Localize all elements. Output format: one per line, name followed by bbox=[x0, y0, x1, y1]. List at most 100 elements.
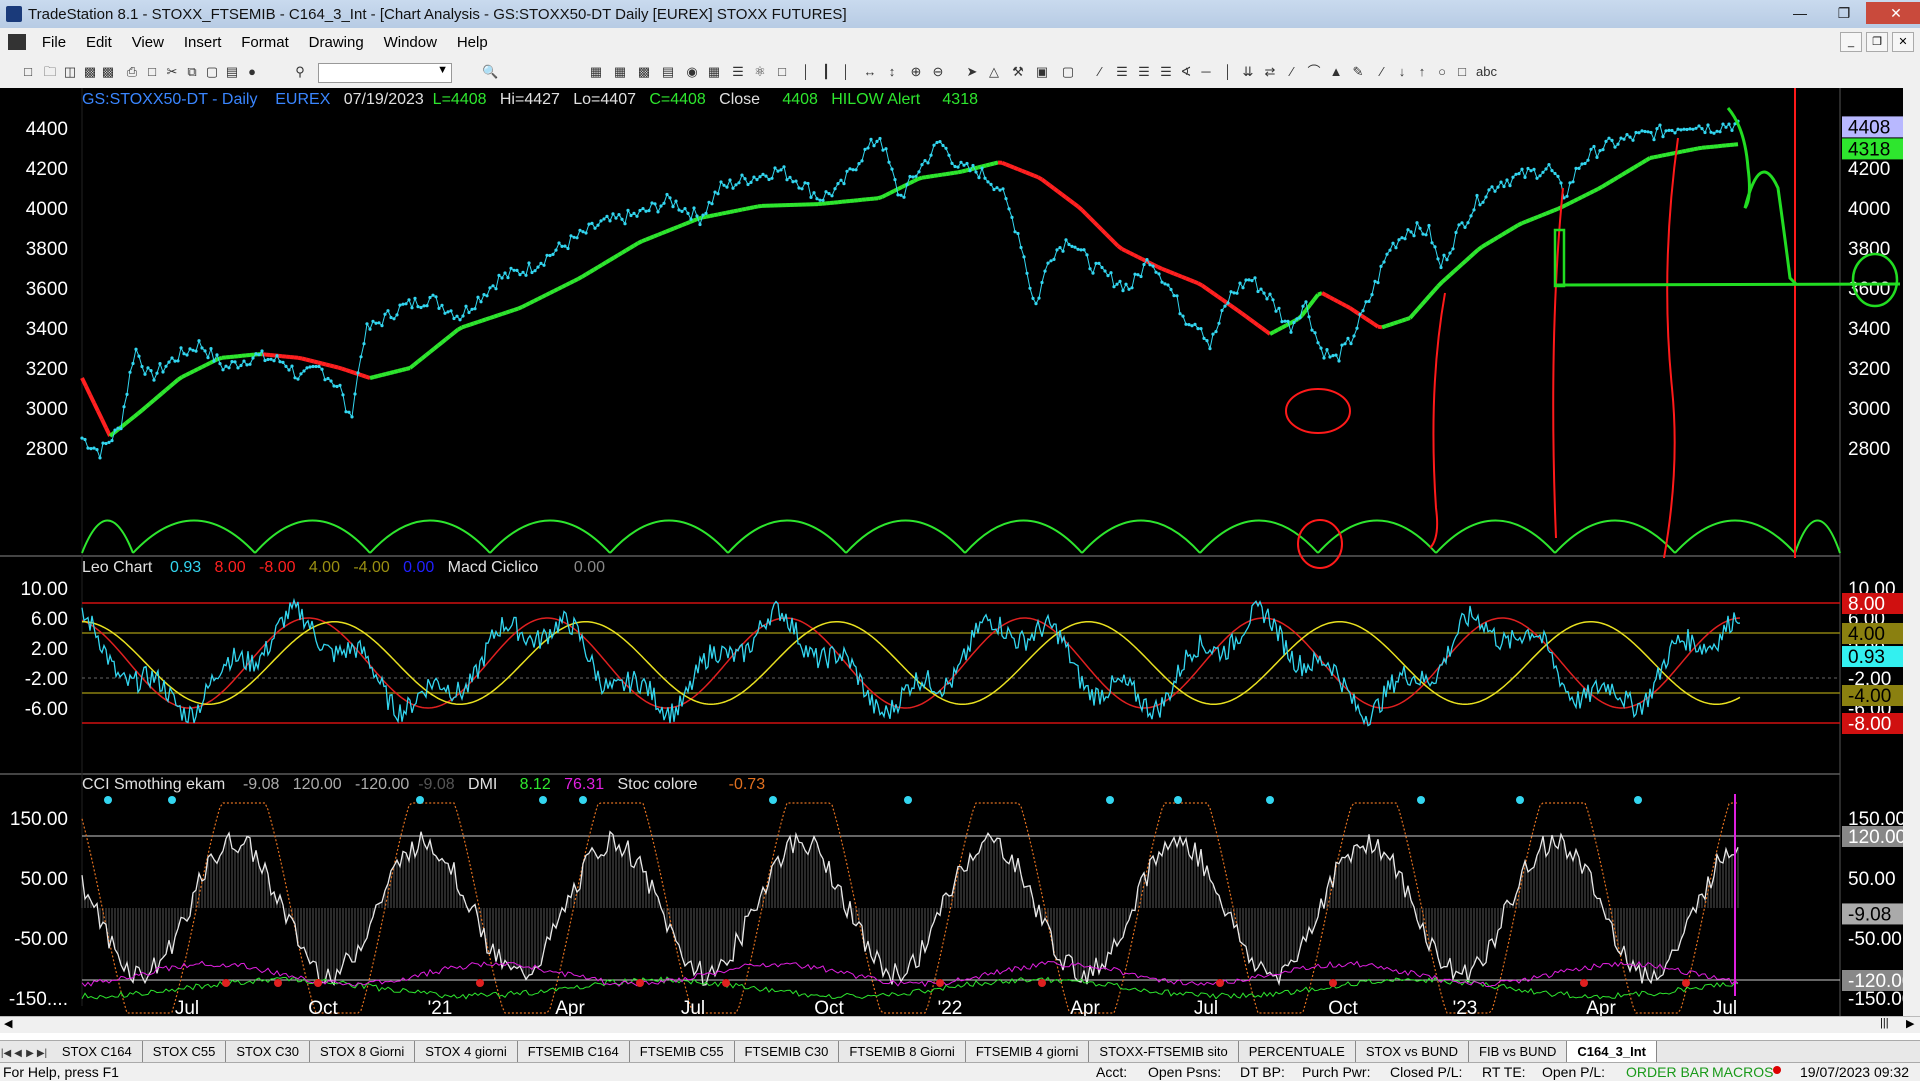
tab-first-icon[interactable]: |◀ bbox=[0, 1048, 12, 1059]
tab-ftsemib-c30[interactable]: FTSEMIB C30 bbox=[735, 1041, 840, 1062]
chart-analysis-icon[interactable]: ▤ bbox=[660, 64, 676, 80]
vertical-scrollbar[interactable] bbox=[1903, 88, 1920, 1016]
tab-ftsemib-4-giorni[interactable]: FTSEMIB 4 giorni bbox=[966, 1041, 1090, 1062]
tab-stox-4-giorni[interactable]: STOX 4 giorni bbox=[415, 1041, 517, 1062]
fan-icon[interactable]: ▲ bbox=[1328, 64, 1344, 80]
order-bar-button[interactable]: ORDER BAR bbox=[1626, 1064, 1709, 1080]
menu-file[interactable]: File bbox=[34, 28, 74, 51]
channel-icon[interactable]: ∕ bbox=[1284, 64, 1300, 80]
compress-icon[interactable]: ↕ bbox=[884, 64, 900, 80]
dmi-v1: 8.12 bbox=[520, 776, 551, 793]
bars-icon[interactable]: │ bbox=[798, 64, 814, 80]
scroll-right-icon[interactable]: ▶ bbox=[1906, 1017, 1914, 1030]
moving-average-segment bbox=[302, 359, 306, 360]
tab-fib-vs-bund[interactable]: FIB vs BUND bbox=[1469, 1041, 1567, 1062]
radar-icon[interactable]: ◉ bbox=[684, 64, 700, 80]
tab-stox-c164[interactable]: STOX C164 bbox=[52, 1041, 143, 1062]
orders-icon[interactable]: ☰ bbox=[730, 64, 746, 80]
new-doc-icon[interactable]: □ bbox=[20, 64, 36, 80]
menu-insert[interactable]: Insert bbox=[176, 28, 230, 51]
print-icon[interactable]: ⎙ bbox=[124, 64, 140, 80]
menu-view[interactable]: View bbox=[124, 28, 172, 51]
print-preview-icon[interactable]: □ bbox=[144, 64, 160, 80]
vertical-line-icon[interactable]: │ bbox=[1220, 64, 1236, 80]
menu-drawing[interactable]: Drawing bbox=[301, 28, 372, 51]
copy-icon[interactable]: ⧉ bbox=[184, 64, 200, 80]
tab-last-icon[interactable]: ▶| bbox=[36, 1048, 48, 1059]
matrix-icon[interactable]: ▦ bbox=[706, 64, 722, 80]
minimize-button[interactable]: — bbox=[1778, 2, 1822, 24]
cascade-icon[interactable]: ▩ bbox=[636, 64, 652, 80]
restore-button[interactable]: ❐ bbox=[1822, 2, 1866, 24]
tab-next-icon[interactable]: ▶ bbox=[24, 1048, 36, 1059]
pointer-icon[interactable]: ➤ bbox=[964, 64, 980, 80]
speed-lines-icon[interactable]: ∢ bbox=[1178, 64, 1194, 80]
line-icon[interactable]: ∕ bbox=[1374, 64, 1390, 80]
ellipse-icon[interactable]: ○ bbox=[1434, 64, 1450, 80]
save-all-icon[interactable]: ▩ bbox=[100, 64, 116, 80]
gann-icon[interactable]: ☰ bbox=[1136, 64, 1152, 80]
tab-c164-3-int[interactable]: C164_3_Int bbox=[1567, 1041, 1657, 1062]
symbol-combo[interactable]: ▼ bbox=[318, 63, 452, 83]
strategy-icon[interactable]: ▢ bbox=[1060, 64, 1076, 80]
ruler-icon[interactable]: ☰ bbox=[1158, 64, 1174, 80]
tab-stox-8-giorni[interactable]: STOX 8 Giorni bbox=[310, 1041, 415, 1062]
zoom-icon[interactable]: 🔍 bbox=[482, 64, 498, 80]
open-workspace-icon[interactable]: ◫ bbox=[62, 64, 78, 80]
chart-doc-icon[interactable] bbox=[8, 34, 26, 50]
window-layout-icon[interactable]: ▦ bbox=[588, 64, 604, 80]
mdi-minimize-button[interactable]: _ bbox=[1840, 32, 1862, 52]
tab-stoxx-ftsemib-sito[interactable]: STOXX-FTSEMIB sito bbox=[1089, 1041, 1238, 1062]
cut-icon[interactable]: ✂ bbox=[164, 64, 180, 80]
tab-stox-c30[interactable]: STOX C30 bbox=[226, 1041, 310, 1062]
arc-icon[interactable]: ⌒ bbox=[1306, 64, 1322, 80]
options-icon[interactable]: □ bbox=[774, 64, 790, 80]
trendline-icon[interactable]: ∕ bbox=[1092, 64, 1108, 80]
menu-edit[interactable]: Edit bbox=[78, 28, 120, 51]
close-window-button[interactable]: ✕ bbox=[1866, 2, 1920, 24]
tab-ftsemib-c164[interactable]: FTSEMIB C164 bbox=[518, 1041, 630, 1062]
menu-help[interactable]: Help bbox=[449, 28, 496, 51]
tile-icon[interactable]: ▦ bbox=[612, 64, 628, 80]
pencil-icon[interactable]: ✎ bbox=[1350, 64, 1366, 80]
spread-icon[interactable]: ↔ bbox=[862, 64, 878, 80]
scroll-thumb-icon[interactable]: ||| bbox=[1880, 1017, 1889, 1029]
save-icon[interactable]: ▩ bbox=[82, 64, 98, 80]
menu-format[interactable]: Format bbox=[233, 28, 297, 51]
zoom-out-icon[interactable]: ⊖ bbox=[930, 64, 946, 80]
find-symbol-icon[interactable]: ⚲ bbox=[292, 64, 308, 80]
move-icon[interactable]: ⇄ bbox=[1262, 64, 1278, 80]
mdi-close-button[interactable]: ✕ bbox=[1892, 32, 1914, 52]
horizontal-scrollbar[interactable]: ◀ ||| ▶ bbox=[0, 1016, 1920, 1033]
arrow-up-icon[interactable]: ↑ bbox=[1414, 64, 1430, 80]
tab-prev-icon[interactable]: ◀ bbox=[12, 1048, 24, 1059]
indicator-icon[interactable]: ▣ bbox=[1034, 64, 1050, 80]
tab-ftsemib-8-giorni[interactable]: FTSEMIB 8 Giorni bbox=[839, 1041, 965, 1062]
chart-icon[interactable]: ▤ bbox=[224, 64, 240, 80]
color-icon[interactable]: ● bbox=[244, 64, 260, 80]
horizontal-line-icon[interactable]: ─ bbox=[1198, 64, 1214, 80]
macros-button[interactable]: MACROS bbox=[1712, 1064, 1773, 1080]
tools-icon[interactable]: ⚒ bbox=[1010, 64, 1026, 80]
scroll-left-icon[interactable]: ◀ bbox=[4, 1017, 12, 1030]
tab-stox-c55[interactable]: STOX C55 bbox=[143, 1041, 227, 1062]
tab-stox-vs-bund[interactable]: STOX vs BUND bbox=[1356, 1041, 1469, 1062]
arrow-down-icon[interactable]: ↓ bbox=[1394, 64, 1410, 80]
moving-average-segment bbox=[490, 317, 494, 318]
tab-percentuale[interactable]: PERCENTUALE bbox=[1239, 1041, 1356, 1062]
scanner-icon[interactable]: ⚛ bbox=[752, 64, 768, 80]
andrews-pitchfork-icon[interactable]: ⇊ bbox=[1240, 64, 1256, 80]
tab-ftsemib-c55[interactable]: FTSEMIB C55 bbox=[630, 1041, 735, 1062]
rectangle-icon[interactable]: □ bbox=[1454, 64, 1470, 80]
ohlc-icon[interactable]: │ bbox=[838, 64, 854, 80]
select-icon[interactable]: △ bbox=[986, 64, 1002, 80]
zoom-in-icon[interactable]: ⊕ bbox=[908, 64, 924, 80]
fib-retracement-icon[interactable]: ☰ bbox=[1114, 64, 1130, 80]
candles-icon[interactable]: ┃ bbox=[818, 64, 834, 80]
mdi-restore-button[interactable]: ❐ bbox=[1866, 32, 1888, 52]
text-icon[interactable]: abc bbox=[1476, 64, 1492, 80]
menu-window[interactable]: Window bbox=[376, 28, 445, 51]
lock-icon[interactable]: ▢ bbox=[204, 64, 220, 80]
open-folder-icon[interactable]: 🗀 bbox=[42, 64, 58, 80]
